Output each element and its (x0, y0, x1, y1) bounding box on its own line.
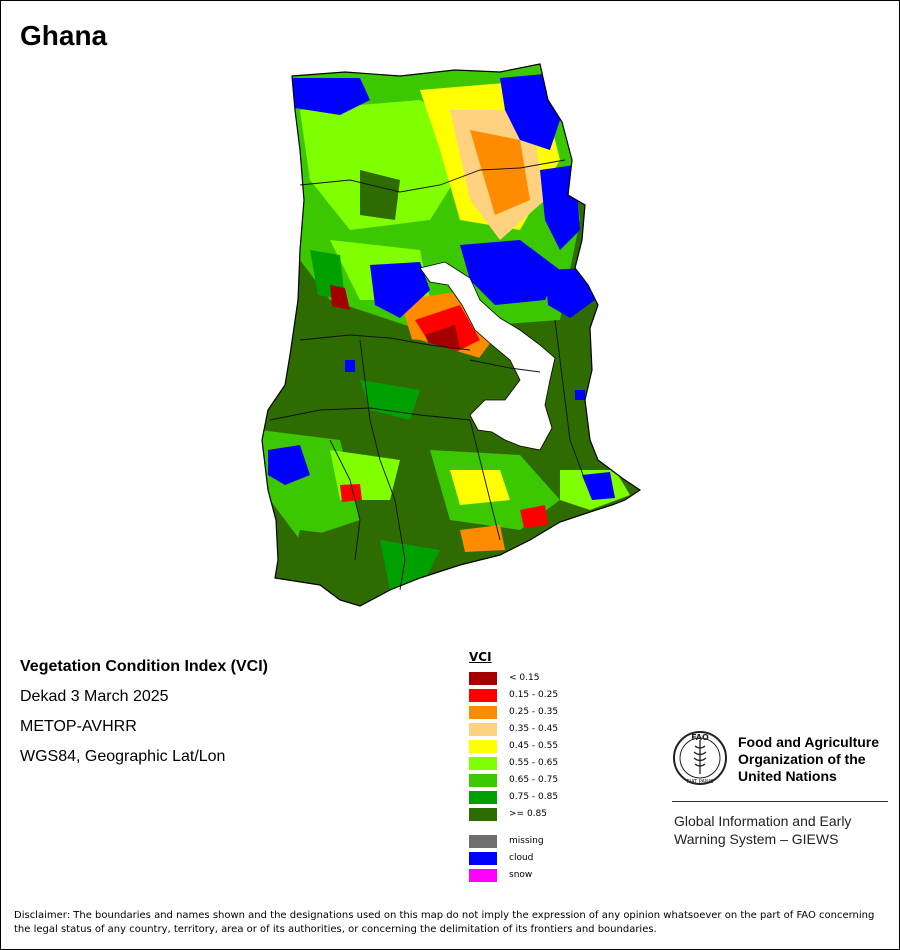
emblem-text: FAO (691, 733, 709, 742)
divider (672, 801, 888, 802)
legend-swatch (469, 689, 497, 702)
projection-label: WGS84, Geographic Lat/Lon (20, 748, 226, 765)
giews-line: Warning System – GIEWS (674, 831, 839, 847)
legend-label: snow (509, 870, 533, 880)
product-title: Vegetation Condition Index (VCI) (20, 658, 268, 675)
map-info: Vegetation Condition Index (VCI) Dekad 3… (20, 656, 268, 776)
fao-name: Food and Agriculture Organization of the… (738, 734, 879, 785)
legend-swatch (469, 706, 497, 719)
fao-name-line: United Nations (738, 768, 837, 784)
emblem-motto: FIAT PANIS (687, 779, 714, 785)
legend-label: 0.15 - 0.25 (509, 690, 559, 700)
legend-label: cloud (509, 853, 534, 863)
vci-raster (262, 64, 640, 606)
region-boundaries (269, 159, 586, 591)
fao-emblem-icon: FAO FIAT PANIS (673, 731, 727, 785)
legend-swatch (469, 774, 497, 787)
legend-swatch (469, 869, 497, 882)
legend-swatch (469, 757, 497, 770)
legend-label: 0.65 - 0.75 (509, 775, 559, 785)
legend-swatch (469, 723, 497, 736)
legend-label: 0.35 - 0.45 (509, 724, 559, 734)
legend-swatch (469, 672, 497, 685)
legend-title: VCI (469, 650, 492, 664)
period-label: Dekad 3 March 2025 (20, 688, 169, 705)
legend-label: 0.25 - 0.35 (509, 707, 559, 717)
legend-label: 0.75 - 0.85 (509, 792, 559, 802)
legend-swatch (469, 791, 497, 804)
map-title: Ghana (20, 20, 108, 51)
legend-swatch (469, 852, 497, 865)
giews-line: Global Information and Early (674, 813, 852, 829)
legend-label: < 0.15 (509, 673, 540, 683)
legend-label: missing (509, 836, 544, 846)
vci-map (261, 63, 641, 607)
legend-swatch (469, 808, 497, 821)
legend-label: 0.45 - 0.55 (509, 741, 559, 751)
legend-label: >= 0.85 (509, 809, 547, 819)
fao-name-line: Food and Agriculture (738, 734, 880, 750)
sensor-label: METOP-AVHRR (20, 718, 137, 735)
fao-name-line: Organization of the (738, 751, 866, 767)
legend-label: 0.55 - 0.65 (509, 758, 559, 768)
legend-swatch (469, 835, 497, 848)
lake-volta (419, 261, 556, 451)
giews-name: Global Information and Early Warning Sys… (674, 812, 851, 848)
fao-logo: FAO FIAT PANIS Food and Agriculture Orga… (672, 730, 888, 860)
legend-swatch (469, 740, 497, 753)
vci-legend: VCI < 0.15 0.15 - 0.25 0.25 - 0.35 0.35 … (469, 650, 558, 882)
disclaimer: Disclaimer: The boundaries and names sho… (14, 910, 875, 935)
